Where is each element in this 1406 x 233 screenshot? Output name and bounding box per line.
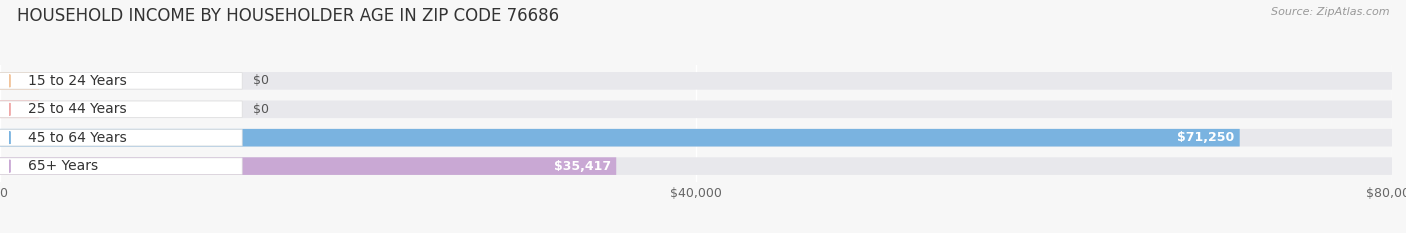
FancyBboxPatch shape	[0, 158, 242, 174]
Text: 25 to 44 Years: 25 to 44 Years	[28, 102, 127, 116]
Text: Source: ZipAtlas.com: Source: ZipAtlas.com	[1271, 7, 1389, 17]
Text: 65+ Years: 65+ Years	[28, 159, 98, 173]
FancyBboxPatch shape	[0, 72, 1392, 90]
FancyBboxPatch shape	[0, 130, 242, 146]
FancyBboxPatch shape	[0, 129, 1240, 147]
Text: HOUSEHOLD INCOME BY HOUSEHOLDER AGE IN ZIP CODE 76686: HOUSEHOLD INCOME BY HOUSEHOLDER AGE IN Z…	[17, 7, 560, 25]
FancyBboxPatch shape	[0, 100, 1392, 118]
Text: 15 to 24 Years: 15 to 24 Years	[28, 74, 127, 88]
FancyBboxPatch shape	[0, 157, 1392, 175]
Text: 45 to 64 Years: 45 to 64 Years	[28, 131, 127, 145]
Text: $35,417: $35,417	[554, 160, 610, 173]
FancyBboxPatch shape	[0, 72, 39, 90]
FancyBboxPatch shape	[0, 157, 616, 175]
Text: $0: $0	[253, 103, 270, 116]
FancyBboxPatch shape	[0, 73, 242, 89]
FancyBboxPatch shape	[0, 129, 1392, 147]
FancyBboxPatch shape	[0, 101, 242, 117]
FancyBboxPatch shape	[0, 100, 39, 118]
Text: $0: $0	[253, 74, 270, 87]
Text: $71,250: $71,250	[1177, 131, 1234, 144]
